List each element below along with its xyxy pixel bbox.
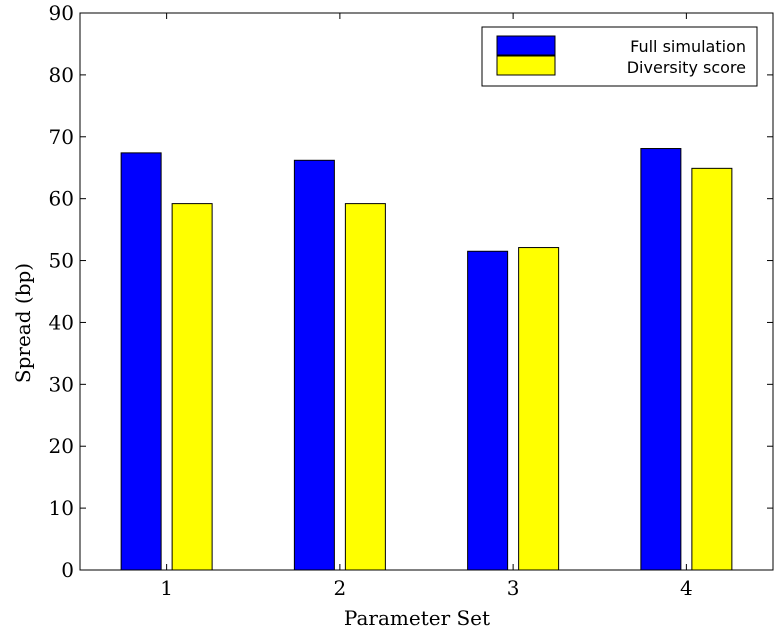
y-tick-label: 80 [49,63,74,87]
y-tick-label: 0 [61,558,74,582]
legend-swatch-full-simulation [496,35,556,56]
legend: Full simulation Diversity score [481,26,758,87]
bar-series-2-set-3 [518,247,560,571]
legend-swatch-diversity-score [496,55,556,76]
y-tick-label: 30 [49,372,74,396]
bar-series-1-set-1 [120,152,162,571]
bar-series-2-set-1 [171,203,213,571]
axes-layer [79,12,774,571]
bar-series-2-set-2 [344,203,386,571]
x-tick-label: 3 [507,576,520,600]
x-tick-label: 4 [680,576,693,600]
legend-label-diversity-score: Diversity score [627,58,746,77]
x-axis-label: Parameter Set [344,606,490,630]
ticks-layer: 0 10 20 30 40 50 60 70 80 90 1 2 3 4 [49,1,773,600]
plot-frame [79,12,774,571]
y-tick-label: 20 [49,434,74,458]
bars-layer [120,148,733,571]
y-tick-label: 50 [49,249,74,273]
bar-series-1-set-4 [640,148,682,571]
bar-series-2-set-4 [691,167,733,571]
y-tick-label: 40 [49,310,74,334]
bar-series-1-set-3 [467,250,509,571]
y-tick-label: 10 [49,496,74,520]
y-tick-label: 90 [49,1,74,25]
y-tick-label: 60 [49,187,74,211]
x-tick-label: 2 [334,576,347,600]
x-tick-label: 1 [160,576,173,600]
bar-series-1-set-2 [293,159,335,571]
legend-label-full-simulation: Full simulation [630,37,746,56]
y-tick-label: 70 [49,125,74,149]
y-axis-label: Spread (bp) [11,263,35,383]
